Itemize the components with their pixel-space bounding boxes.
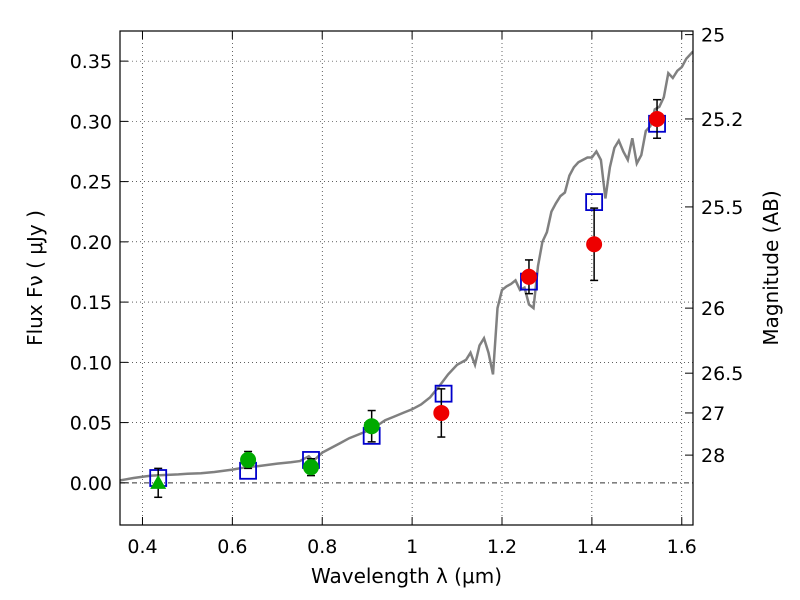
right-tick-label: 26.5 bbox=[701, 363, 743, 385]
axis-ticks: 0.4 0.6 0.8 1 1.2 1.4 1.6 0.00 0.05 0.10 0.15 0.20 0… bbox=[70, 25, 744, 558]
x-tick-label: 1.4 bbox=[577, 536, 607, 558]
x-tick-label: 1.6 bbox=[667, 536, 697, 558]
y-tick-label: 0.05 bbox=[70, 413, 112, 435]
x-tick-label: 0.6 bbox=[217, 536, 247, 558]
x-tick-label: 0.8 bbox=[307, 536, 337, 558]
observed-flux-point bbox=[303, 459, 319, 476]
observed-flux-point bbox=[363, 418, 380, 435]
grid bbox=[120, 31, 693, 525]
y-tick-label: 0.30 bbox=[70, 111, 112, 133]
y-tick-label: 0.15 bbox=[70, 292, 112, 314]
plot-frame bbox=[119, 30, 694, 526]
y-tick-label: 0.35 bbox=[70, 51, 112, 73]
y-tick-label: 0.00 bbox=[70, 473, 112, 495]
y-tick-label: 0.20 bbox=[70, 232, 112, 254]
observed-flux-point bbox=[240, 451, 257, 468]
right-tick-label: 27 bbox=[701, 403, 725, 425]
y-tick-label: 0.10 bbox=[70, 352, 112, 374]
x-tick-label: 1.2 bbox=[487, 536, 517, 558]
plot-area bbox=[120, 50, 693, 499]
x-tick-label: 0.4 bbox=[127, 536, 157, 558]
right-tick-label: 28 bbox=[701, 445, 725, 467]
y-tick-label: 0.25 bbox=[70, 172, 112, 194]
y-axis-label: Flux Fν ( μJy ) bbox=[23, 210, 47, 346]
right-tick-label: 25.5 bbox=[701, 197, 743, 219]
observed-flux-point bbox=[586, 236, 603, 253]
x-axis-label: Wavelength λ (μm) bbox=[311, 564, 502, 588]
x-tick-label: 1 bbox=[406, 536, 418, 558]
right-axis-label: Magnitude (AB) bbox=[759, 190, 783, 345]
observed-flux-point bbox=[649, 110, 666, 127]
observed-flux-point bbox=[520, 268, 537, 285]
right-tick-label: 25 bbox=[701, 25, 725, 47]
upper-limit-triangle bbox=[150, 474, 167, 489]
model-photometry-square bbox=[434, 384, 453, 403]
observed-flux-point bbox=[433, 404, 450, 421]
right-tick-label: 26 bbox=[701, 298, 725, 320]
right-tick-label: 25.2 bbox=[701, 109, 743, 131]
model-spectrum-line bbox=[120, 50, 693, 482]
